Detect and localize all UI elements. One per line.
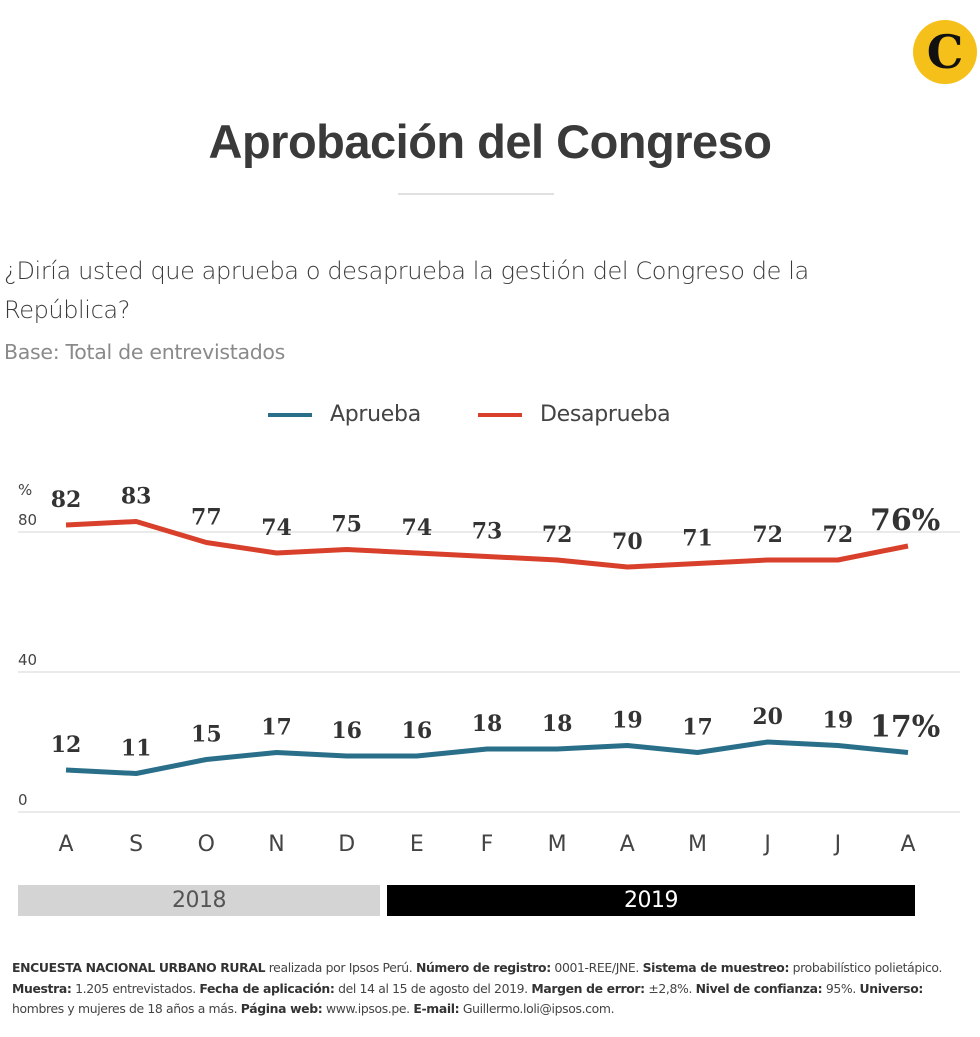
data-label: 17 bbox=[261, 715, 292, 741]
data-label: 74 bbox=[402, 515, 433, 541]
survey-question: ¿Diría usted que aprueba o desaprueba la… bbox=[4, 257, 809, 324]
data-label: 19 bbox=[612, 708, 643, 734]
footnote-value: www.ipsos.pe. bbox=[322, 1001, 414, 1016]
y-tick-label-40: 40 bbox=[18, 651, 37, 669]
title-divider bbox=[398, 193, 554, 195]
legend-swatch-desaprueba bbox=[478, 412, 522, 417]
y-axis-unit-label: % bbox=[18, 481, 32, 499]
footnote-key: Nivel de confianza: bbox=[695, 980, 823, 996]
data-label: 72 bbox=[542, 522, 573, 548]
data-label: 72 bbox=[752, 522, 783, 548]
survey-base: Base: Total de entrevistados bbox=[4, 340, 286, 364]
footnote-key: Número de registro: bbox=[415, 960, 551, 975]
data-label: 20 bbox=[752, 704, 783, 730]
footnote-key: E-mail: bbox=[413, 1001, 460, 1016]
data-label: 73 bbox=[472, 519, 503, 545]
year-band-2018: 2018 bbox=[18, 885, 380, 916]
x-tick-label: N bbox=[268, 832, 284, 857]
footnote-value: 1.205 entrevistados. bbox=[71, 980, 200, 996]
data-label: 18 bbox=[542, 711, 573, 737]
data-label: 82 bbox=[51, 487, 82, 513]
x-tick-label: S bbox=[129, 832, 143, 857]
data-label: 18 bbox=[472, 711, 503, 737]
data-label: 77 bbox=[191, 505, 222, 531]
data-label: 17% bbox=[870, 710, 940, 745]
footnote-value: del 14 al 15 de agosto del 2019. bbox=[334, 980, 532, 996]
line-chart: 0 40 80% A S O N D E F M A M J J A 12 11 15 17 16 16 18 18 19 17 2… bbox=[18, 481, 960, 857]
x-tick-label: A bbox=[900, 832, 915, 857]
footnote-key: Página web: bbox=[240, 1001, 323, 1016]
footnote-value: 95%. bbox=[822, 980, 860, 996]
data-label: 12 bbox=[51, 732, 82, 758]
y-tick-label-80: 80 bbox=[18, 511, 37, 529]
data-label: 74 bbox=[261, 515, 292, 541]
footnote-value: probabilístico polietápico. bbox=[789, 960, 943, 975]
data-label: 19 bbox=[823, 708, 854, 734]
x-tick-label: E bbox=[410, 832, 424, 857]
footnote-value: realizada por Ipsos Perú. bbox=[265, 960, 416, 975]
footnote-key: ENCUESTA NACIONAL URBANO RURAL bbox=[12, 960, 266, 975]
x-tick-label: F bbox=[481, 832, 494, 857]
footnote-value: hombres y mujeres de 18 años a más. bbox=[12, 1001, 241, 1016]
footnote-key: Universo: bbox=[859, 980, 924, 996]
year-band-2019: 2019 bbox=[387, 885, 915, 916]
series-line-aprueba bbox=[65, 739, 909, 776]
footnote-key: Muestra: bbox=[12, 980, 72, 996]
y-tick-label-0: 0 bbox=[18, 791, 28, 809]
x-tick-label: O bbox=[198, 832, 215, 857]
series-line-desaprueba bbox=[65, 519, 909, 570]
el-comercio-logo-icon: C bbox=[913, 20, 977, 84]
data-label: 72 bbox=[823, 522, 854, 548]
x-tick-label: J bbox=[762, 832, 771, 857]
data-label: 15 bbox=[191, 722, 222, 748]
legend-label-aprueba: Aprueba bbox=[330, 402, 421, 427]
x-tick-label: A bbox=[58, 832, 73, 857]
data-label: 83 bbox=[121, 484, 152, 510]
x-tick-label: J bbox=[833, 832, 842, 857]
data-label: 76% bbox=[870, 503, 940, 538]
data-label: 75 bbox=[331, 512, 362, 538]
legend-item-aprueba: Aprueba bbox=[268, 402, 421, 427]
data-label: 16 bbox=[331, 718, 362, 744]
footnote-key: Fecha de aplicación: bbox=[199, 980, 335, 996]
logo-glyph: C bbox=[926, 25, 964, 79]
footnote-value: Guillermo.loli@ipsos.com. bbox=[459, 1001, 615, 1016]
x-tick-label: D bbox=[338, 832, 355, 857]
data-label: 11 bbox=[121, 736, 152, 762]
legend-label-desaprueba: Desaprueba bbox=[540, 402, 671, 427]
data-label: 17 bbox=[682, 715, 713, 741]
page-title: Aprobación del Congreso bbox=[208, 115, 773, 168]
data-label: 16 bbox=[402, 718, 433, 744]
footnote-key: Margen de error: bbox=[531, 980, 645, 996]
x-tick-label: M bbox=[688, 832, 707, 857]
x-tick-label: M bbox=[548, 832, 567, 857]
data-label: 71 bbox=[682, 526, 713, 552]
footnote-value: ±2,8%. bbox=[644, 980, 696, 996]
methodology-footnote: ENCUESTA NACIONAL URBANO RURAL realizada… bbox=[12, 958, 962, 1020]
data-label: 70 bbox=[612, 529, 643, 555]
footnote-key: Sistema de muestreo: bbox=[642, 960, 790, 975]
chart-legend: Aprueba Desaprueba bbox=[0, 402, 980, 436]
x-tick-label: A bbox=[620, 832, 635, 857]
footnote-value: 0001-REE/JNE. bbox=[550, 960, 643, 975]
legend-item-desaprueba: Desaprueba bbox=[478, 402, 671, 427]
legend-swatch-aprueba bbox=[268, 412, 312, 417]
